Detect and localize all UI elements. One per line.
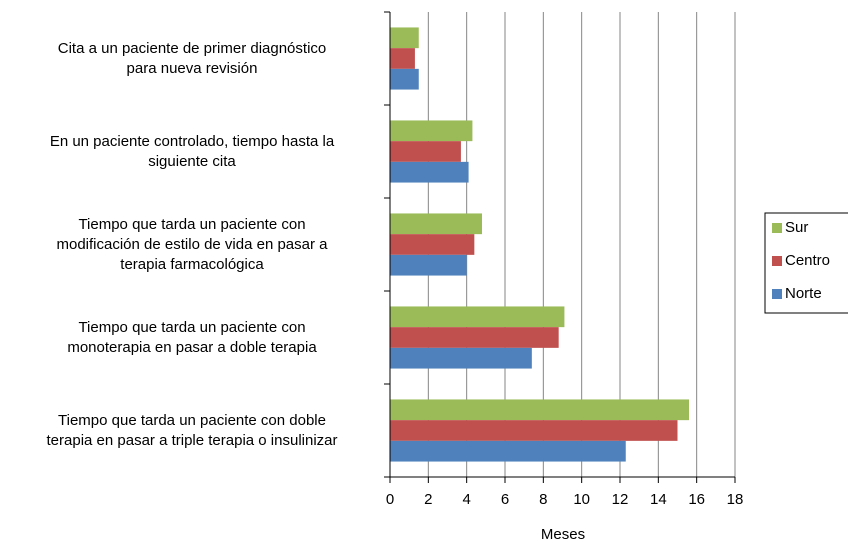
legend-label: Norte: [785, 285, 822, 302]
x-tick-label: 8: [539, 491, 547, 508]
bar: [390, 27, 419, 49]
x-tick-label: 4: [462, 491, 470, 508]
bar: [390, 234, 475, 255]
bar: [390, 254, 467, 276]
y-tick-label: Tiempo que tarda un paciente con doble t…: [46, 411, 338, 449]
y-tick-label: Tiempo que tarda un paciente con modific…: [56, 215, 328, 273]
y-tick-label: Tiempo que tarda un paciente con monoter…: [67, 318, 317, 356]
bar: [390, 327, 559, 348]
bar: [390, 48, 415, 69]
bar: [390, 399, 689, 421]
legend-swatch: [772, 256, 782, 266]
legend-box: [764, 212, 848, 314]
legend-label: Centro: [785, 252, 830, 269]
bar: [390, 68, 419, 90]
y-tick-label: Cita a un paciente de primer diagnóstico…: [57, 39, 327, 77]
x-tick-label: 10: [573, 491, 590, 508]
bar: [390, 420, 678, 441]
bar: [390, 306, 565, 328]
x-axis-title: Meses: [541, 526, 585, 543]
bar: [390, 161, 469, 183]
x-tick-label: 14: [650, 491, 667, 508]
x-tick-label: 18: [727, 491, 744, 508]
legend-swatch: [772, 289, 782, 299]
bar: [390, 213, 482, 235]
bar: [390, 347, 532, 369]
bar: [390, 141, 461, 162]
x-tick-label: 0: [386, 491, 394, 508]
x-tick-label: 2: [424, 491, 432, 508]
x-tick-label: 12: [612, 491, 629, 508]
bar: [390, 120, 473, 142]
x-tick-label: 16: [688, 491, 705, 508]
y-tick-label: En un paciente controlado, tiempo hasta …: [49, 132, 335, 170]
legend-swatch: [772, 223, 782, 233]
bar: [390, 440, 626, 462]
legend-label: Sur: [785, 219, 808, 236]
x-tick-label: 6: [501, 491, 509, 508]
